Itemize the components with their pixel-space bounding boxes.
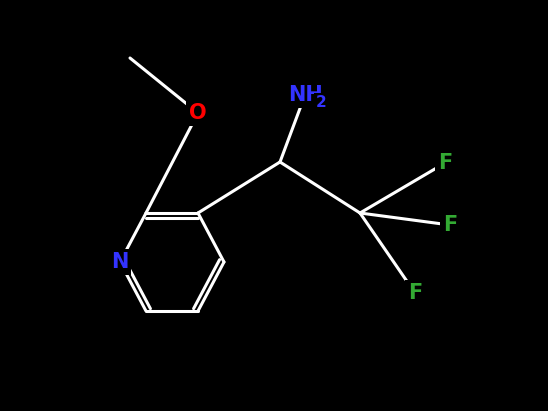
Text: N: N bbox=[111, 252, 129, 272]
Text: O: O bbox=[189, 103, 207, 123]
Text: 2: 2 bbox=[316, 95, 327, 109]
Text: F: F bbox=[443, 215, 457, 235]
Text: NH: NH bbox=[288, 85, 322, 105]
Text: F: F bbox=[408, 283, 422, 303]
Text: F: F bbox=[438, 153, 452, 173]
